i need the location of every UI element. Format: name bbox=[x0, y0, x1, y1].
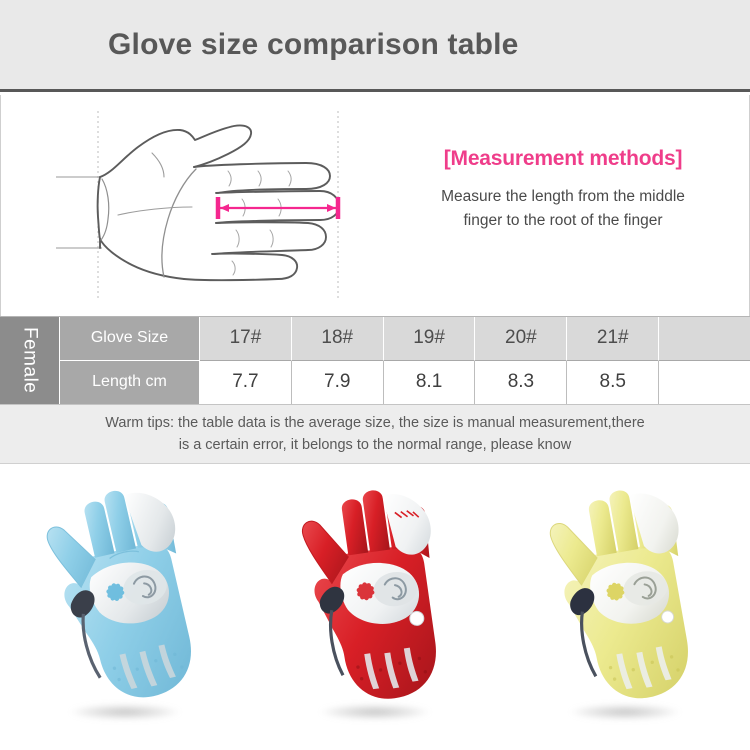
size-table: Female Glove Size 17# 18# 19# 20# 21# Le… bbox=[0, 316, 750, 404]
page-header: Glove size comparison table bbox=[0, 0, 750, 92]
measurement-methods-heading: [Measurement methods] bbox=[443, 147, 683, 170]
cell-length-1: 7.7 bbox=[200, 360, 292, 404]
size-table-grid: Glove Size 17# 18# 19# 20# 21# Length cm… bbox=[60, 317, 750, 404]
table-group-label: Female bbox=[19, 327, 41, 394]
cell-size-5: 21# bbox=[567, 317, 660, 361]
cell-length-3: 8.1 bbox=[383, 360, 476, 404]
table-row-glove-size: Glove Size 17# 18# 19# 20# 21# bbox=[60, 317, 750, 361]
cell-size-2: 18# bbox=[291, 317, 384, 361]
measurement-description-line2: finger to the root of the finger bbox=[463, 212, 663, 230]
warm-tips-text: Warm tips: the table data is the average… bbox=[105, 412, 644, 457]
measurement-diagram-section: [Measurement methods] Measure the length… bbox=[0, 95, 750, 316]
row-label-glove-size: Glove Size bbox=[60, 317, 200, 361]
cell-length-6-empty bbox=[659, 360, 750, 404]
glove-gallery bbox=[0, 470, 750, 750]
table-group-label-cell: Female bbox=[0, 317, 60, 404]
blue-glove-image bbox=[46, 490, 191, 698]
yellow-glove-image bbox=[549, 490, 688, 699]
cell-size-3: 19# bbox=[383, 317, 476, 361]
glove-slot-yellow bbox=[500, 470, 750, 750]
glove-slot-blue bbox=[0, 470, 250, 750]
glove-shadow-red bbox=[320, 704, 430, 720]
hand-outline-icon bbox=[56, 111, 341, 301]
cell-size-1: 17# bbox=[200, 317, 292, 361]
page-title: Glove size comparison table bbox=[108, 27, 519, 61]
glove-shadow-yellow bbox=[570, 704, 680, 720]
glove-shadow-blue bbox=[70, 704, 180, 720]
warm-tips-line2: is a certain error, it belongs to the no… bbox=[178, 437, 572, 453]
cell-size-4: 20# bbox=[475, 317, 568, 361]
glove-slot-red bbox=[250, 470, 500, 750]
warm-tips-banner: Warm tips: the table data is the average… bbox=[0, 404, 750, 464]
measurement-arrow-icon bbox=[215, 197, 341, 219]
cell-length-5: 8.5 bbox=[567, 360, 660, 404]
row-label-length-cm: Length cm bbox=[60, 360, 200, 404]
cell-length-2: 7.9 bbox=[291, 360, 384, 404]
cell-size-6-empty bbox=[659, 317, 750, 361]
cell-length-4: 8.3 bbox=[475, 360, 568, 404]
measurement-description-line1: Measure the length from the middle bbox=[441, 188, 685, 205]
table-row-length-cm: Length cm 7.7 7.9 8.1 8.3 8.5 bbox=[60, 360, 750, 404]
red-glove-image bbox=[301, 490, 436, 699]
measurement-description: Measure the length from the middle finge… bbox=[393, 185, 733, 233]
measurement-method-block: [Measurement methods] Measure the length… bbox=[393, 147, 733, 233]
warm-tips-line1: Warm tips: the table data is the average… bbox=[105, 414, 645, 431]
